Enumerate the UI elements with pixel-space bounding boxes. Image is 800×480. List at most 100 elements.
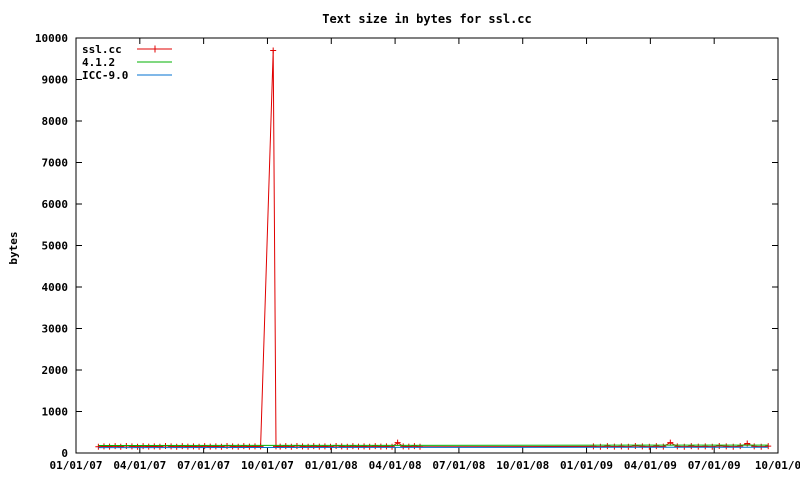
data-point: [400, 443, 407, 450]
data-point: [270, 47, 277, 54]
y-tick-label: 7000: [42, 157, 69, 170]
data-point: [128, 443, 135, 450]
data-point: [240, 443, 247, 450]
legend-label: ICC-9.0: [82, 69, 128, 82]
data-point: [377, 443, 384, 450]
x-tick-label: 01/01/07: [50, 459, 103, 472]
x-tick-label: 07/01/09: [688, 459, 741, 472]
data-point: [361, 443, 368, 450]
data-point: [716, 442, 723, 449]
data-point: [179, 443, 186, 450]
data-point: [366, 443, 373, 450]
data-point: [117, 443, 124, 450]
data-point: [723, 443, 730, 450]
data-point: [299, 443, 306, 450]
data-point: [333, 442, 340, 449]
x-tick-label: 01/01/09: [560, 459, 613, 472]
data-point: [190, 443, 197, 450]
y-tick-label: 9000: [42, 74, 69, 87]
data-point: [251, 443, 258, 450]
data-point: [218, 443, 225, 450]
data-point: [604, 443, 611, 450]
data-point: [702, 443, 709, 450]
legend-label: 4.1.2: [82, 56, 115, 69]
data-point: [667, 439, 674, 446]
legend-marker: [151, 45, 159, 53]
data-point: [224, 442, 231, 449]
x-tick-label: 04/01/08: [369, 459, 422, 472]
plot-area: [95, 47, 772, 450]
data-point: [316, 443, 323, 450]
data-point: [100, 443, 107, 450]
data-point: [737, 443, 744, 450]
data-point: [229, 443, 236, 450]
data-point: [597, 443, 604, 450]
data-point: [134, 443, 141, 450]
data-point: [590, 443, 597, 450]
data-point: [688, 443, 695, 450]
y-tick-label: 10000: [35, 32, 68, 45]
data-point: [151, 443, 158, 450]
data-point: [639, 443, 646, 450]
x-tick-label: 04/01/07: [113, 459, 166, 472]
data-point: [106, 443, 113, 450]
x-tick-label: 01/01/08: [305, 459, 358, 472]
data-point: [417, 443, 424, 450]
data-point: [355, 443, 362, 450]
data-point: [321, 443, 328, 450]
data-point: [338, 443, 345, 450]
axes: 0 1000 2000 3000 4000 5000 6000 7000 8000 9000 100…: [35, 32, 800, 472]
data-point: [207, 443, 214, 450]
data-point: [394, 439, 401, 446]
data-point: [168, 443, 175, 450]
plot-border: [75, 37, 779, 454]
data-point: [145, 443, 152, 450]
data-point: [140, 443, 147, 450]
data-point: [618, 443, 625, 450]
y-tick-label: 3000: [42, 323, 69, 336]
x-tick-label: 10/01/0: [755, 459, 800, 472]
data-point: [235, 443, 242, 450]
data-point: [246, 443, 253, 450]
data-point: [305, 443, 312, 450]
data-point: [327, 443, 334, 450]
data-point: [411, 443, 418, 450]
data-point: [95, 443, 102, 450]
x-tick-label: 10/01/08: [496, 459, 549, 472]
data-point: [212, 443, 219, 450]
data-point: [405, 443, 412, 450]
x-tick-label: 07/01/08: [432, 459, 485, 472]
y-tick-label: 0: [61, 447, 68, 460]
y-tick-label: 4000: [42, 281, 69, 294]
data-point: [389, 443, 396, 450]
x-tick-label: 07/01/07: [177, 459, 230, 472]
data-point: [257, 443, 264, 450]
data-point: [201, 443, 208, 450]
y-tick-label: 5000: [42, 240, 69, 253]
data-point: [625, 443, 632, 450]
data-point: [310, 443, 317, 450]
data-point: [156, 443, 163, 450]
data-point: [288, 443, 295, 450]
chart-title: Text size in bytes for ssl.cc: [322, 12, 532, 26]
data-point: [112, 443, 119, 450]
y-tick-label: 6000: [42, 198, 69, 211]
data-point: [293, 442, 300, 449]
data-point: [611, 443, 618, 450]
data-point: [344, 443, 351, 450]
data-point: [674, 443, 681, 450]
y-tick-label: 1000: [42, 406, 69, 419]
data-point: [349, 443, 356, 450]
data-point: [632, 442, 639, 449]
data-point: [765, 443, 772, 450]
data-point: [695, 443, 702, 450]
legend-label: ssl.cc: [82, 43, 122, 56]
y-tick-label: 8000: [42, 115, 69, 128]
y-tick-label: 2000: [42, 364, 69, 377]
series-line-ssl.cc: [98, 50, 769, 448]
y-axis-label: bytes: [7, 231, 20, 264]
x-tick-label: 04/01/09: [624, 459, 677, 472]
data-point: [282, 443, 289, 450]
